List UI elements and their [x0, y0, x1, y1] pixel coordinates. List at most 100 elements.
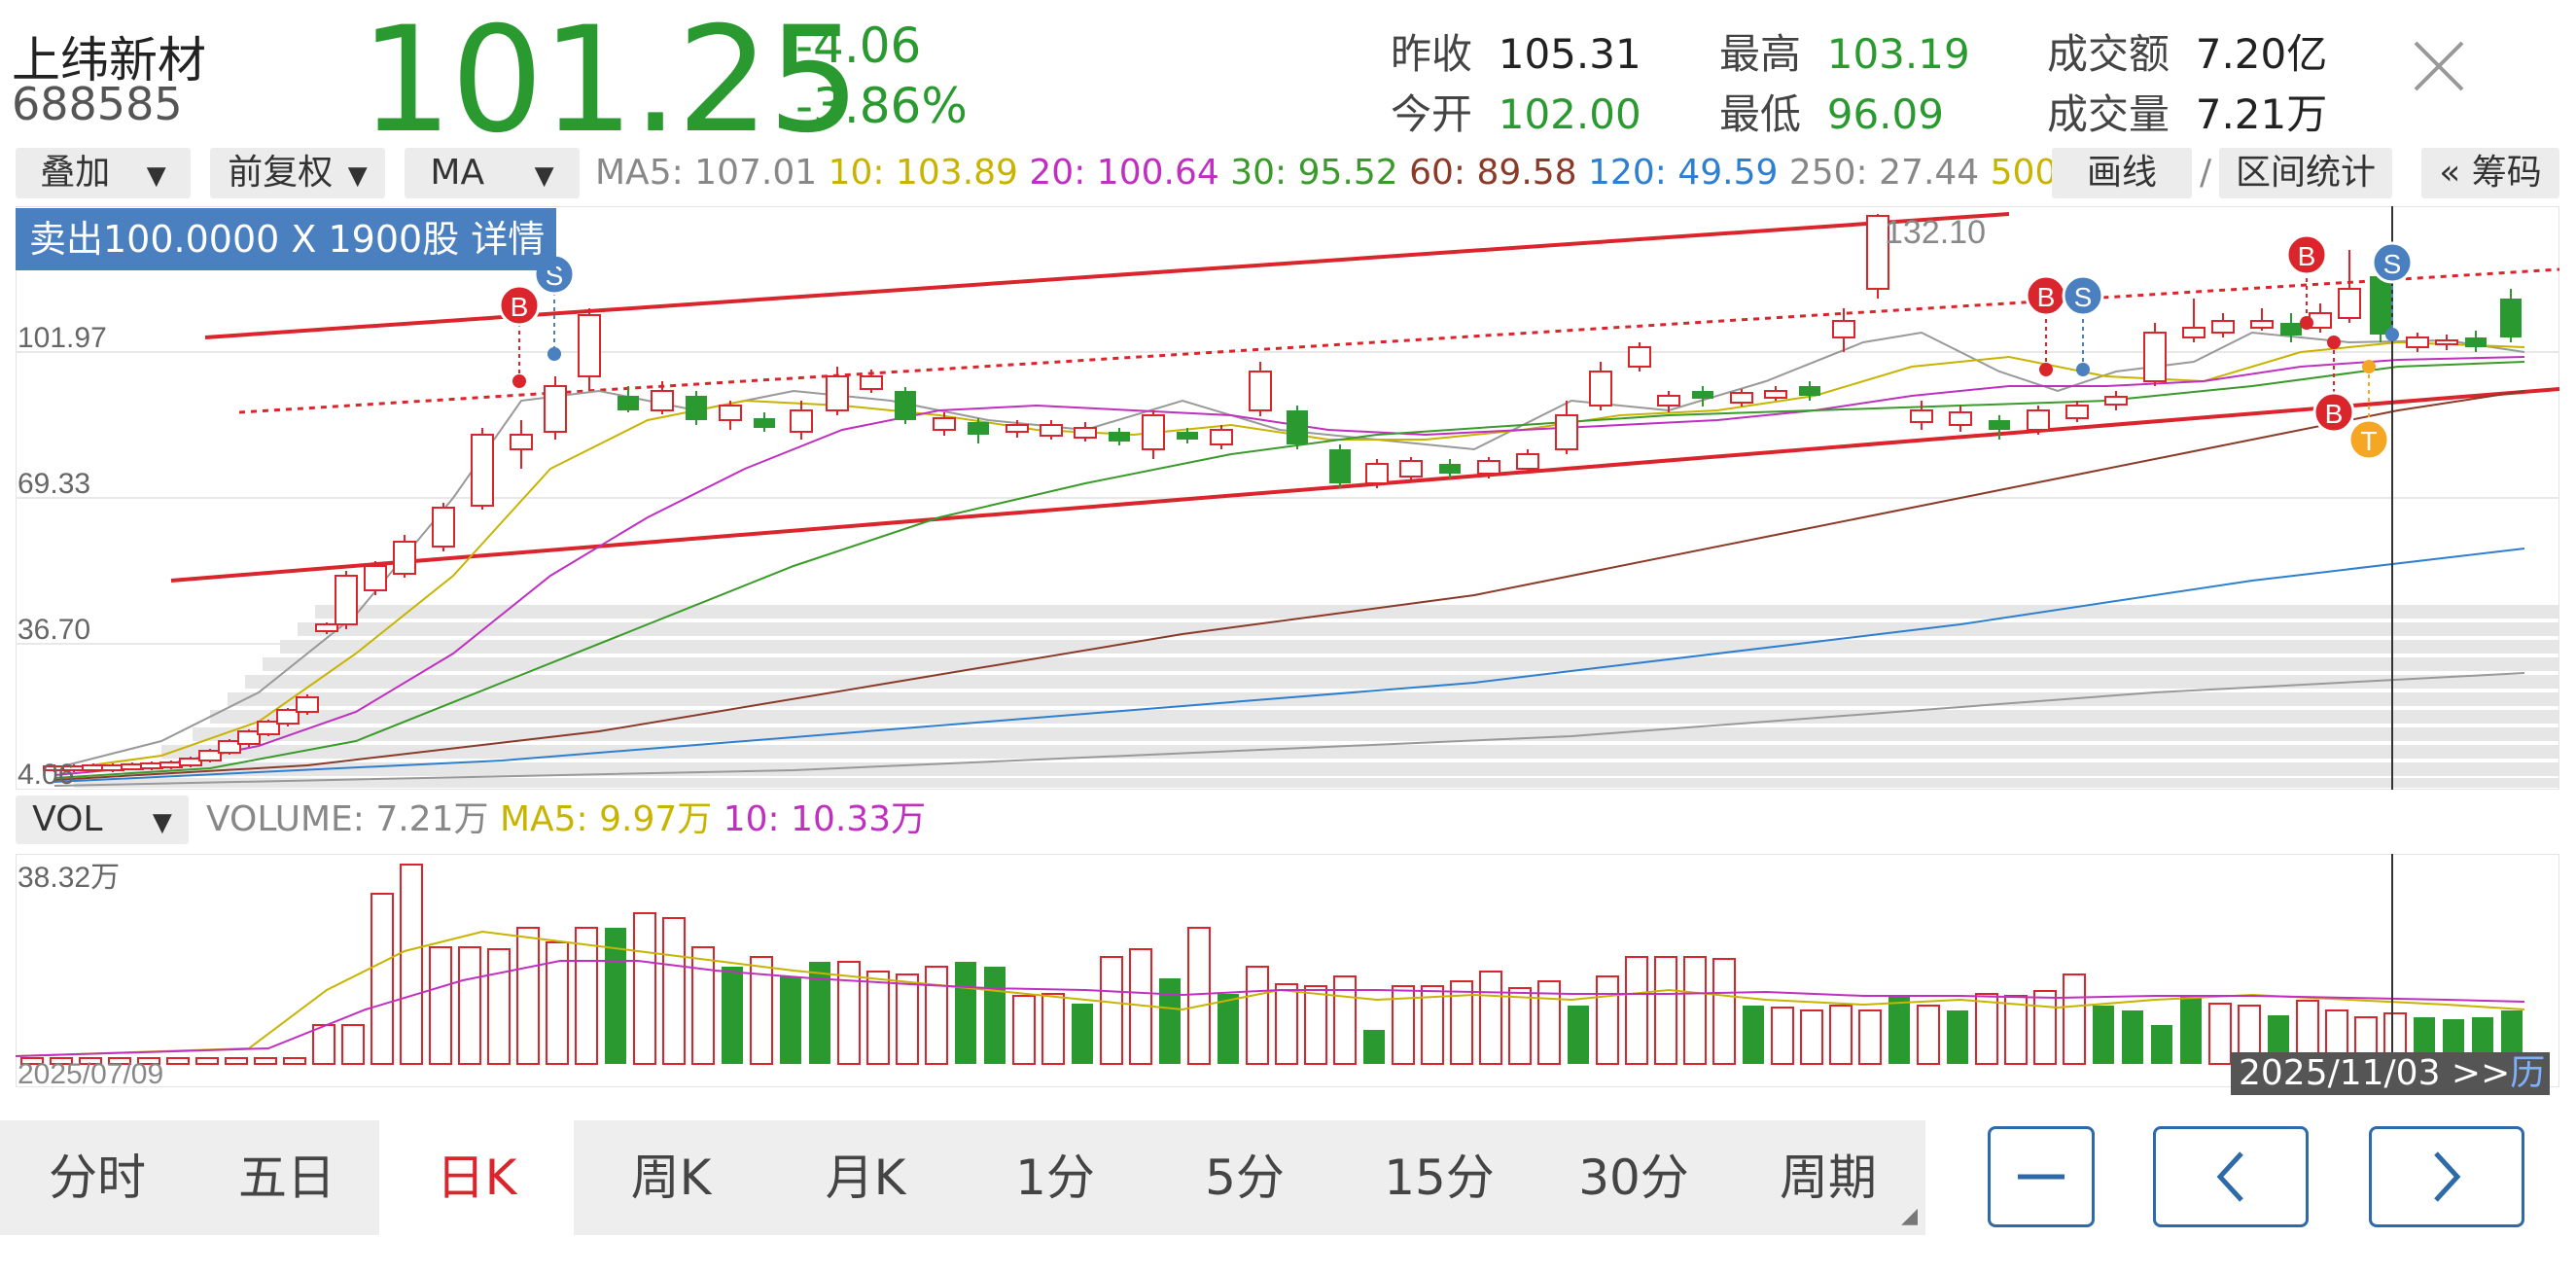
corner-triangle-icon: ◢ — [1901, 1204, 1918, 1228]
chevron-left-icon — [2216, 1151, 2243, 1202]
start-date-label: 2025/07/09 — [18, 1058, 163, 1087]
indicator-dropdown[interactable]: MA ▼ — [405, 148, 580, 198]
buy-marker[interactable] — [2285, 233, 2328, 276]
indicator-label: MA — [430, 153, 485, 193]
ma-legend: MA5: 107.01 10: 103.89 20: 100.64 30: 95… — [595, 148, 2105, 198]
price-change-pct: -3.86% — [795, 78, 968, 134]
tab-30min[interactable]: 30分 — [1578, 1150, 1689, 1206]
y-axis-label: 69.33 — [18, 468, 90, 500]
ma5-value: MA5: 107.01 — [595, 153, 818, 193]
stat-high: 最高 103.19 — [1719, 21, 1970, 81]
sell-marker-label: S — [2074, 282, 2093, 312]
stat-turnover: 成交额 7.20亿 — [2047, 21, 2327, 81]
volume-value: VOLUME: 7.21万 — [206, 799, 489, 839]
price-change: -4.06 — [795, 18, 922, 74]
stat-label: 昨收 — [1391, 30, 1473, 78]
ma250-value: 250: 27.44 — [1788, 153, 1980, 193]
tab-monthly-k[interactable]: 月K — [825, 1150, 906, 1206]
range-stats-button[interactable]: 区间统计 — [2219, 148, 2392, 198]
stat-label: 成交量 — [2047, 90, 2170, 138]
ma30-value: 30: 95.52 — [1230, 153, 1398, 193]
toolbar-divider: / — [2200, 153, 2212, 193]
stat-value: 96.09 — [1826, 90, 1944, 138]
end-date-label[interactable]: 2025/11/03 >>历 — [2231, 1052, 2550, 1095]
tab-intraday[interactable]: 分时 — [49, 1150, 146, 1206]
vol-indicator-label: VOL — [32, 799, 103, 839]
sell-marker[interactable] — [2062, 274, 2104, 317]
kline-chart[interactable]: 132.10 101.97 69.33 36.70 4.06 B S B S B… — [16, 206, 2559, 790]
stat-label: 成交额 — [2047, 30, 2170, 78]
sell-order-banner[interactable]: 卖出100.0000 X 1900股 详情> — [16, 208, 556, 323]
tab-5min[interactable]: 5分 — [1205, 1150, 1285, 1206]
volume-chart[interactable]: 38.32万 2025/07/09 — [16, 854, 2559, 1087]
chevron-right-icon — [2434, 1151, 2461, 1202]
prev-button[interactable] — [2153, 1126, 2309, 1227]
ma60-value: 60: 89.58 — [1409, 153, 1577, 193]
chips-button[interactable]: « 筹码 — [2421, 148, 2559, 198]
tab-period-label: 周期 — [1780, 1150, 1877, 1206]
stat-prev-close: 昨收 105.31 — [1391, 21, 1641, 81]
y-axis-label: 4.06 — [18, 759, 74, 790]
vol-ma5-value: MA5: 9.97万 — [499, 799, 713, 839]
adjust-dropdown[interactable]: 前复权 ▼ — [210, 148, 385, 198]
sell-marker[interactable] — [2371, 241, 2414, 284]
dropdown-triangle-icon: ▼ — [534, 161, 554, 191]
buy-marker-label: B — [511, 292, 529, 322]
tab-1min[interactable]: 1分 — [1015, 1150, 1095, 1206]
buy-marker-label: B — [2298, 241, 2316, 271]
vol-ma10-value: 10: 10.33万 — [723, 799, 927, 839]
y-axis-label: 101.97 — [18, 322, 107, 354]
volume-bars — [20, 864, 2523, 1065]
dropdown-triangle-icon: ▼ — [146, 161, 166, 191]
history-link[interactable]: 历 — [2510, 1053, 2546, 1093]
stat-value: 105.31 — [1498, 30, 1641, 78]
overlay-dropdown[interactable]: 叠加 ▼ — [16, 148, 191, 198]
period-tab-bar — [0, 1120, 1925, 1235]
end-date-text: 2025/11/03 >> — [2239, 1053, 2511, 1093]
stat-value: 7.21万 — [2195, 90, 2328, 138]
stat-value: 102.00 — [1498, 90, 1641, 138]
tab-five-day[interactable]: 五日 — [238, 1150, 335, 1206]
stock-name: 上纬新材 — [12, 32, 206, 88]
trade-markers[interactable]: B S B S B S B T — [498, 233, 2414, 461]
vol-indicator-dropdown[interactable]: VOL ▼ — [16, 796, 189, 844]
stat-volume: 成交量 7.21万 — [2047, 82, 2327, 141]
tab-weekly-k[interactable]: 周K — [630, 1150, 712, 1206]
draw-line-button[interactable]: 画线 — [2052, 148, 2192, 198]
tab-daily-k[interactable]: 日K — [379, 1120, 574, 1235]
stat-value: 7.20亿 — [2195, 30, 2328, 78]
buy-marker[interactable] — [498, 284, 541, 327]
ma10-value: 10: 103.89 — [828, 153, 1018, 193]
y-axis-label: 36.70 — [18, 614, 90, 646]
t-marker[interactable] — [2347, 418, 2390, 461]
overlay-label: 叠加 — [40, 153, 111, 193]
stat-low: 最低 96.09 — [1719, 82, 1944, 141]
tab-period[interactable]: 周期 ◢ — [1731, 1120, 1925, 1235]
t-marker-label: T — [2360, 426, 2377, 456]
current-price: 101.25 — [360, 0, 861, 165]
volume-max-label: 38.32万 — [18, 862, 120, 894]
buy-marker-label: B — [2325, 399, 2344, 429]
stat-label: 今开 — [1391, 90, 1473, 138]
close-icon[interactable] — [2410, 37, 2468, 95]
buy-marker-label: B — [2037, 282, 2056, 312]
stat-value: 103.19 — [1826, 30, 1970, 78]
dropdown-triangle-icon: ▼ — [152, 808, 172, 837]
ma120-value: 120: 49.59 — [1588, 153, 1779, 193]
dropdown-triangle-icon: ▼ — [347, 161, 368, 191]
high-price-label: 132.10 — [1885, 214, 1986, 251]
zoom-out-button[interactable] — [1988, 1126, 2095, 1227]
ma20-value: 20: 100.64 — [1029, 153, 1219, 193]
stat-open: 今开 102.00 — [1391, 82, 1641, 141]
stat-label: 最低 — [1719, 90, 1802, 138]
stock-code: 688585 — [12, 78, 183, 130]
stat-label: 最高 — [1719, 30, 1802, 78]
volume-legend: VOLUME: 7.21万 MA5: 9.97万 10: 10.33万 — [206, 796, 926, 844]
minus-icon — [2018, 1174, 2064, 1180]
adjust-label: 前复权 — [228, 153, 334, 193]
buy-marker[interactable] — [2312, 391, 2355, 434]
candles — [43, 214, 2522, 772]
sell-marker-label: S — [2383, 249, 2402, 279]
next-button[interactable] — [2369, 1126, 2524, 1227]
tab-15min[interactable]: 15分 — [1384, 1150, 1495, 1206]
